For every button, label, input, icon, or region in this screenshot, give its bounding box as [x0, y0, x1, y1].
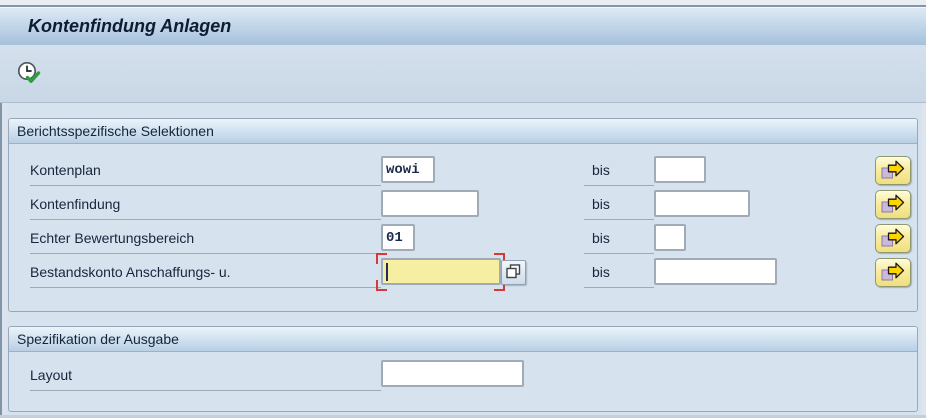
input-kontenfindung-from[interactable] [381, 190, 479, 217]
multiple-selection-arrow-icon [880, 159, 906, 183]
groupbox-output-title: Spezifikation der Ausgabe [17, 331, 179, 347]
window-left-edge [0, 103, 7, 418]
multiple-selection-button-bewertungsbereich[interactable] [875, 224, 911, 253]
groupbox-output-header: Spezifikation der Ausgabe [9, 327, 917, 352]
groupbox-selections: Berichtsspezifische Selektionen Kontenpl… [8, 118, 918, 312]
input-bestandskonto-to[interactable] [654, 258, 777, 285]
input-kontenfindung-to[interactable] [654, 190, 750, 217]
label-bis-3: bis [584, 223, 654, 254]
text-cursor [386, 263, 388, 281]
page-title: Kontenfindung Anlagen [28, 16, 232, 36]
groupbox-output: Spezifikation der Ausgabe Layout [8, 326, 918, 412]
label-bis-1: bis [584, 155, 654, 186]
input-bewertungsbereich-to[interactable] [654, 224, 686, 251]
application-toolbar [0, 45, 926, 103]
groupbox-selections-header: Berichtsspezifische Selektionen [9, 119, 917, 144]
value-help-copy-icon [505, 263, 522, 283]
execute-button[interactable] [14, 60, 44, 90]
window-top-edge [0, 0, 926, 7]
label-bestandskonto: Bestandskonto Anschaffungs- u. [30, 257, 381, 288]
input-layout[interactable] [381, 360, 524, 387]
multiple-selection-button-bestandskonto[interactable] [875, 258, 911, 287]
label-kontenplan: Kontenplan [30, 155, 381, 186]
value-help-button[interactable] [501, 260, 526, 285]
label-echter-bewertungsbereich: Echter Bewertungsbereich [30, 223, 381, 254]
label-bis-4: bis [584, 257, 654, 288]
label-bis-2: bis [584, 189, 654, 220]
label-kontenfindung: Kontenfindung [30, 189, 381, 220]
multiple-selection-arrow-icon [880, 227, 906, 251]
input-kontenplan-from[interactable] [381, 156, 435, 183]
title-bar: Kontenfindung Anlagen [0, 7, 926, 46]
input-kontenplan-to[interactable] [654, 156, 706, 183]
execute-clock-icon [15, 60, 43, 91]
groupbox-selections-title: Berichtsspezifische Selektionen [17, 123, 214, 139]
window-right-edge [922, 103, 926, 418]
label-layout: Layout [30, 360, 381, 391]
multiple-selection-arrow-icon [880, 193, 906, 217]
multiple-selection-arrow-icon [880, 261, 906, 285]
window-bottom-edge [0, 415, 926, 418]
input-bestandskonto-from[interactable] [381, 258, 501, 285]
multiple-selection-button-kontenplan[interactable] [875, 156, 911, 185]
input-bewertungsbereich-from[interactable] [381, 224, 415, 251]
multiple-selection-button-kontenfindung[interactable] [875, 190, 911, 219]
